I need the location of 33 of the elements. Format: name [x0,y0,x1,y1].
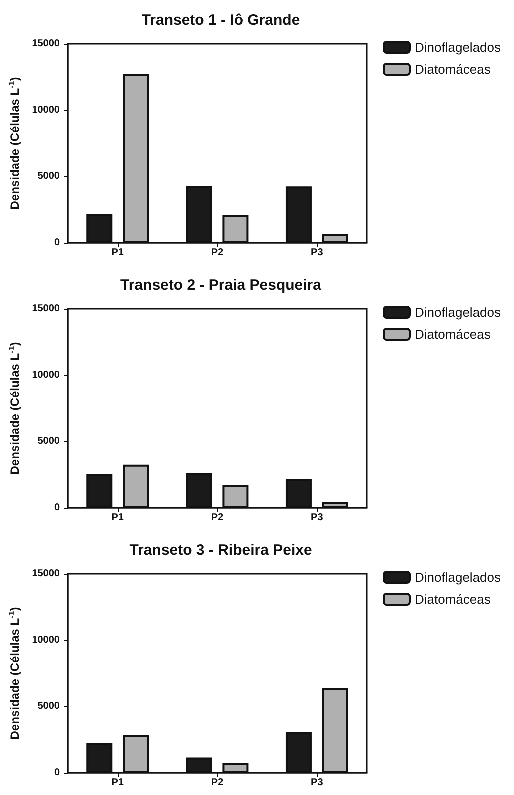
chart-title: Transeto 2 - Praia Pesqueira [120,277,322,294]
legend-label: Dinoflagelados [415,40,502,55]
x-tick-label: P1 [112,512,124,524]
x-tick-label: P2 [211,512,224,524]
y-tick-label: 15000 [32,568,60,580]
x-tick-label: P3 [311,778,324,788]
legend-label: Diatomáceas [415,327,492,342]
chart-title: Transeto 1 - Iô Grande [142,12,300,29]
legend-label: Diatomáceas [415,62,492,77]
y-axis-title: Densidade (Células L-1) [8,77,22,210]
chart-title: Transeto 3 - Ribeira Peixe [130,542,312,559]
legend-label: Diatomáceas [415,592,492,607]
y-tick-label: 5000 [38,171,60,182]
x-tick-label: P1 [112,778,124,788]
y-tick-label: 0 [54,502,60,514]
y-tick-label: 0 [54,768,60,778]
x-tick-label: P1 [112,248,124,258]
y-tick-label: 15000 [32,304,60,314]
y-tick-label: 15000 [32,38,60,50]
x-tick-label: P3 [311,248,324,258]
legend-label: Dinoflagelados [415,305,502,320]
y-tick-label: 5000 [38,701,60,712]
y-axis-title: Densidade (Células L-1) [8,342,22,475]
y-tick-label: 10000 [32,634,60,646]
x-tick-label: P3 [311,512,324,524]
y-tick-label: 10000 [32,104,60,116]
y-tick-label: 0 [54,238,60,248]
y-tick-label: 10000 [32,370,60,381]
legend-label: Dinoflagelados [415,570,502,585]
x-tick-label: P2 [211,778,224,788]
y-tick-label: 5000 [38,436,60,448]
y-axis-title: Densidade (Células L-1) [8,607,22,740]
x-tick-label: P2 [211,248,224,258]
